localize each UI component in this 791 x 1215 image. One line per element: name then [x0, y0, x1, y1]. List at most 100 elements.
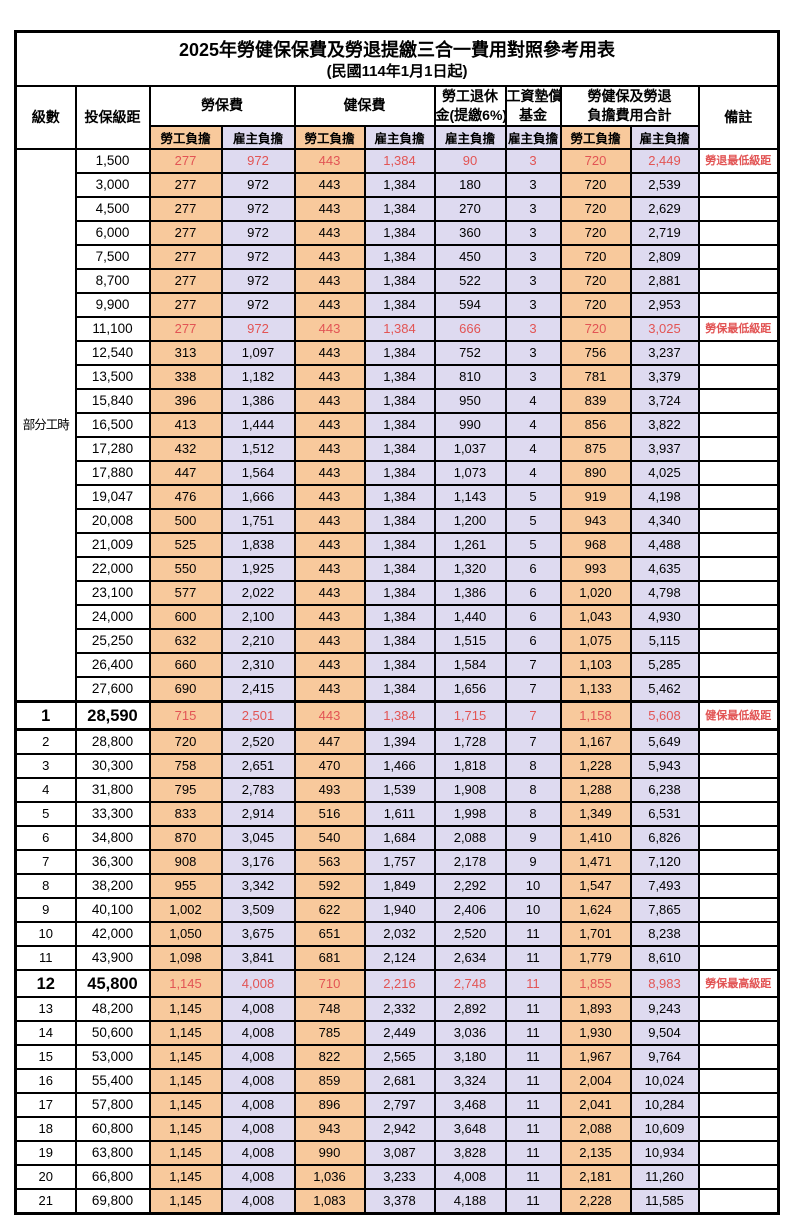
- note-cell: [697, 897, 780, 923]
- pension-employer-cell: 2,292: [433, 873, 507, 899]
- labor-employee-cell: 550: [148, 556, 223, 582]
- labor-employee-cell: 277: [148, 268, 223, 294]
- col-header-note: 備註: [697, 85, 780, 150]
- labor-employee-cell: 1,145: [148, 1092, 223, 1118]
- labor-employer-cell: 2,914: [220, 801, 296, 827]
- wage-fund-employer-cell: 8: [504, 777, 562, 803]
- table-row: 8,700 277 972 443 1,384 522 3 720 2,881: [16, 268, 780, 294]
- labor-employee-cell: 1,002: [148, 897, 223, 923]
- health-employee-cell: 622: [293, 897, 366, 923]
- health-employee-cell: 1,036: [293, 1164, 366, 1190]
- health-employee-cell: 443: [293, 436, 366, 462]
- health-employee-cell: 443: [293, 700, 366, 731]
- total-employer-cell: 9,243: [629, 996, 700, 1022]
- table-row: 4 31,800 795 2,783 493 1,539 1,908 8 1,288 6,238: [14, 777, 780, 803]
- note-cell: [697, 945, 780, 971]
- total-employee-cell: 2,041: [559, 1092, 632, 1118]
- table-row: 14 50,600 1,145 4,008 785 2,449 3,036 11 1,930 9,…: [14, 1020, 780, 1046]
- labor-employer-cell: 972: [220, 292, 296, 318]
- labor-employee-cell: 1,145: [148, 1164, 223, 1190]
- labor-employer-cell: 4,008: [220, 1020, 296, 1046]
- labor-employee-cell: 1,145: [148, 1044, 223, 1070]
- health-employee-cell: 443: [293, 508, 366, 534]
- labor-employer-cell: 3,841: [220, 945, 296, 971]
- health-employee-cell: 785: [293, 1020, 366, 1046]
- bracket-cell: 36,300: [74, 849, 151, 875]
- labor-employee-cell: 476: [148, 484, 223, 510]
- note-cell: [697, 508, 780, 534]
- total-employee-cell: 839: [559, 388, 632, 414]
- total-employee-cell: 875: [559, 436, 632, 462]
- bracket-cell: 69,800: [74, 1188, 151, 1215]
- labor-employer-cell: 972: [220, 172, 296, 198]
- health-employee-cell: 443: [293, 340, 366, 366]
- note-cell: [697, 292, 780, 318]
- table-body: 部分工時 1,500 277 972 443 1,384 90 3 720 2,449 勞退最低級距…: [14, 148, 780, 1215]
- total-employee-cell: 1,167: [559, 728, 632, 755]
- total-employer-cell: 2,809: [629, 244, 700, 270]
- pension-employer-cell: 1,656: [433, 676, 507, 703]
- health-employee-cell: 443: [293, 172, 366, 198]
- health-employer-cell: 1,384: [363, 580, 436, 606]
- total-employer-cell: 8,610: [629, 945, 700, 971]
- note-cell: [697, 801, 780, 827]
- health-employer-cell: 1,384: [363, 628, 436, 654]
- wage-fund-employer-cell: 7: [504, 676, 562, 703]
- total-employee-cell: 720: [559, 220, 632, 246]
- pension-employer-cell: 2,178: [433, 849, 507, 875]
- bracket-cell: 53,000: [74, 1044, 151, 1070]
- total-employee-cell: 993: [559, 556, 632, 582]
- total-employer-cell: 7,865: [629, 897, 700, 923]
- pension-employer-cell: 810: [433, 364, 507, 390]
- pension-employer-cell: 360: [433, 220, 507, 246]
- note-cell: [697, 364, 780, 390]
- total-employer-cell: 11,260: [629, 1164, 700, 1190]
- health-employer-cell: 1,384: [363, 436, 436, 462]
- note-cell: [697, 1116, 780, 1142]
- labor-employee-cell: 715: [148, 700, 223, 731]
- bracket-cell: 16,500: [74, 412, 151, 438]
- health-employee-cell: 681: [293, 945, 366, 971]
- pension-employer-cell: 1,386: [433, 580, 507, 606]
- pension-employer-cell: 3,468: [433, 1092, 507, 1118]
- total-employer-cell: 3,379: [629, 364, 700, 390]
- table-row: 22,000 550 1,925 443 1,384 1,320 6 993 4,635: [16, 556, 780, 582]
- bracket-cell: 42,000: [74, 921, 151, 947]
- note-cell: [697, 604, 780, 630]
- bracket-cell: 24,000: [74, 604, 151, 630]
- pension-employer-cell: 4,188: [433, 1188, 507, 1215]
- labor-employer-cell: 972: [220, 268, 296, 294]
- labor-employer-cell: 2,210: [220, 628, 296, 654]
- wage-fund-employer-cell: 7: [504, 728, 562, 755]
- total-employer-cell: 5,649: [629, 728, 700, 755]
- pension-employer-cell: 1,073: [433, 460, 507, 486]
- level-cell: 19: [14, 1140, 77, 1166]
- total-employee-cell: 1,624: [559, 897, 632, 923]
- labor-employer-cell: 4,008: [220, 1092, 296, 1118]
- level-cell: 6: [14, 825, 77, 851]
- health-employer-cell: 1,384: [363, 460, 436, 486]
- health-employee-cell: 443: [293, 580, 366, 606]
- wage-fund-employer-cell: 11: [504, 1140, 562, 1166]
- wage-fund-employer-cell: 6: [504, 604, 562, 630]
- labor-employee-cell: 720: [148, 728, 223, 755]
- bracket-cell: 34,800: [74, 825, 151, 851]
- bracket-cell: 43,900: [74, 945, 151, 971]
- health-employee-cell: 651: [293, 921, 366, 947]
- subheader-health-employer: 雇主負擔: [363, 125, 436, 150]
- pension-employer-cell: 270: [433, 196, 507, 222]
- labor-employer-cell: 4,008: [220, 1116, 296, 1142]
- total-employer-cell: 2,719: [629, 220, 700, 246]
- table-title-cell: 2025年勞健保保費及勞退提繳三合一費用對照參考用表 (民國114年1月1日起): [14, 30, 780, 87]
- pension-employer-cell: 1,440: [433, 604, 507, 630]
- labor-employee-cell: 277: [148, 292, 223, 318]
- total-employee-cell: 943: [559, 508, 632, 534]
- level-cell: 18: [14, 1116, 77, 1142]
- level-cell: 2: [14, 728, 77, 755]
- health-employer-cell: 1,384: [363, 652, 436, 678]
- total-employer-cell: 4,340: [629, 508, 700, 534]
- health-employer-cell: 1,384: [363, 364, 436, 390]
- total-employee-cell: 720: [559, 316, 632, 342]
- health-employer-cell: 3,233: [363, 1164, 436, 1190]
- col-header-labor-insurance: 勞保費: [148, 85, 296, 127]
